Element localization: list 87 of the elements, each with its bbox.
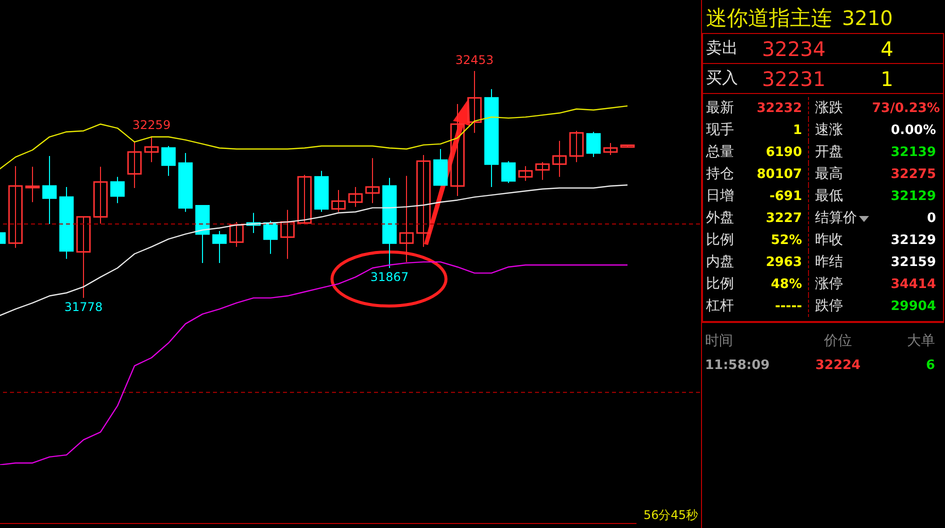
text: 29904 <box>890 298 937 314</box>
text: ----- <box>774 298 803 314</box>
text: 6190 <box>764 144 803 160</box>
text: 4 <box>880 36 894 60</box>
text: 32275 <box>890 166 937 182</box>
candlestick <box>297 174 312 224</box>
candlestick <box>127 141 142 188</box>
text: 价位 <box>823 332 853 350</box>
candlestick <box>501 160 516 184</box>
text: 1 <box>792 122 803 138</box>
candlestick <box>161 145 176 176</box>
text: 总量 <box>706 143 735 161</box>
text: 32129 <box>890 188 937 204</box>
candlestick <box>365 158 380 204</box>
text: 持仓 <box>706 165 735 183</box>
candlestick <box>603 142 618 156</box>
text: 大单 <box>906 332 936 350</box>
candlestick <box>76 216 91 298</box>
text: 昨结 <box>808 251 872 273</box>
annotation: 32453 <box>455 53 494 67</box>
text: 0 <box>926 210 937 226</box>
candlestick <box>280 209 295 260</box>
text: 速涨 <box>808 119 872 141</box>
text: 现手 <box>706 121 735 139</box>
text: 最高 <box>808 163 872 185</box>
text: 32224 <box>814 358 862 372</box>
text: 买入 <box>706 68 739 89</box>
text: 昨收 <box>808 229 872 251</box>
candlestick <box>110 176 125 204</box>
text: 日增 <box>706 187 735 205</box>
text: 最新 <box>706 99 735 117</box>
candlestick <box>399 175 414 262</box>
text: 外盘 <box>706 209 735 227</box>
text: 80107 <box>756 166 803 182</box>
text: 涨停 <box>808 273 872 295</box>
text: 32232 <box>756 100 803 116</box>
text: 3227 <box>764 210 803 226</box>
text: 结算价 <box>808 207 872 229</box>
text: 1 <box>880 66 894 90</box>
text: 34414 <box>890 276 937 292</box>
text: 开盘 <box>808 141 872 163</box>
candlestick <box>25 166 40 203</box>
candlestick <box>229 221 244 248</box>
candlestick <box>450 103 465 197</box>
candlestick <box>467 71 482 134</box>
text: 3210 <box>842 6 893 30</box>
text: 11:58:09 <box>705 358 771 372</box>
text: 比例 <box>706 231 735 249</box>
candlestick <box>263 220 278 254</box>
annotation: 31867 <box>370 270 409 284</box>
text: 0.00% <box>890 122 937 138</box>
text: 52% <box>770 232 803 248</box>
text: 内盘 <box>706 253 735 271</box>
text: 卖出 <box>706 38 739 59</box>
candlestick <box>8 166 23 248</box>
text: 涨跌 <box>808 97 872 119</box>
text: 56分45秒 <box>643 507 698 524</box>
text: 32139 <box>890 144 937 160</box>
text: 48% <box>770 276 803 292</box>
candlestick <box>348 186 363 208</box>
text: 6 <box>924 358 936 372</box>
candlestick <box>535 162 550 180</box>
annotation: 31778 <box>64 300 103 314</box>
text: 32129 <box>890 232 937 248</box>
annotation: 32259 <box>132 118 171 132</box>
candlestick <box>212 230 227 264</box>
text: 杠杆 <box>706 297 735 315</box>
candlestick <box>93 166 108 224</box>
text: 比例 <box>706 275 735 293</box>
text: 迷你道指主连 <box>706 6 832 30</box>
candlestick <box>42 156 57 224</box>
text: 32231 <box>762 66 827 90</box>
candlestick <box>552 140 567 178</box>
text: -691 <box>768 188 803 204</box>
text: 跌停 <box>808 295 872 317</box>
text: 2963 <box>764 254 803 270</box>
text: 最低 <box>808 185 872 207</box>
text: 32234 <box>762 36 827 60</box>
candlestick <box>518 166 533 182</box>
candlestick <box>144 136 159 163</box>
candlestick <box>586 131 601 158</box>
candlestick <box>416 154 431 248</box>
text: 32159 <box>890 254 937 270</box>
candlestick <box>569 130 584 163</box>
text: 73/0.23% <box>872 100 941 116</box>
candlestick <box>331 190 346 212</box>
text: 时间 <box>705 332 734 350</box>
